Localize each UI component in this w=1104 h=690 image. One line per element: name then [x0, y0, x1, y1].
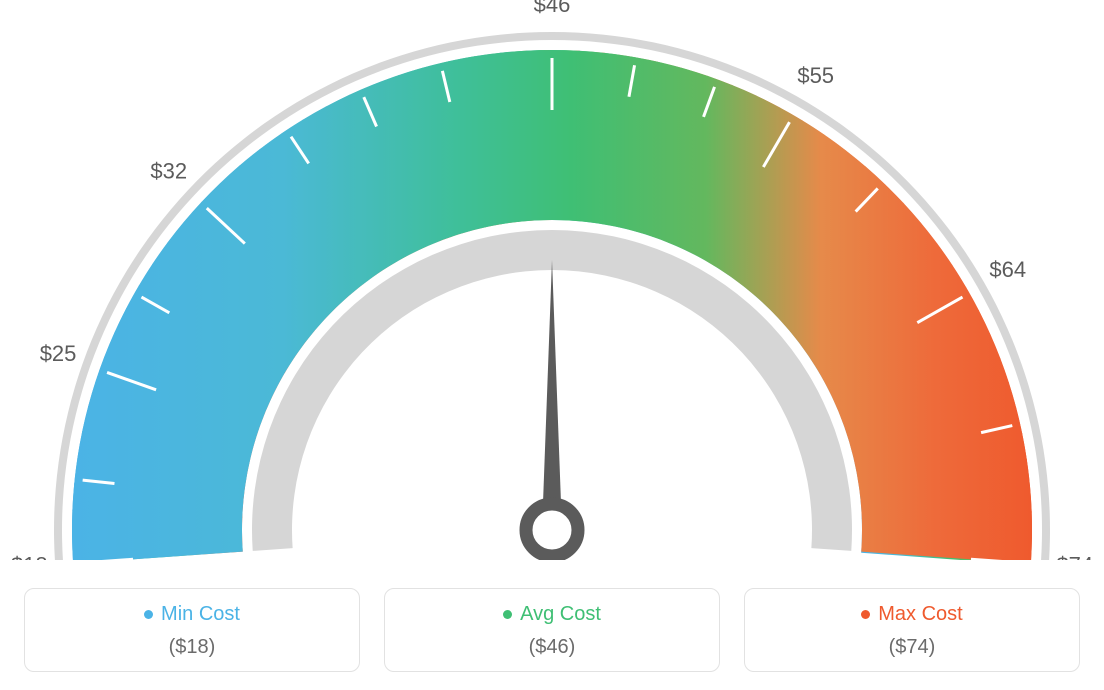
gauge-pivot [526, 504, 578, 556]
legend-title-avg: Avg Cost [503, 603, 601, 626]
legend-label: Avg Cost [520, 603, 601, 626]
legend-value: ($74) [755, 636, 1069, 659]
legend-card-max: Max Cost ($74) [744, 588, 1080, 672]
gauge-tick-label: $74 [1056, 552, 1093, 560]
legend-dot-icon [144, 610, 153, 619]
legend-row: Min Cost ($18) Avg Cost ($46) Max Cost ($74) [0, 588, 1104, 672]
legend-card-min: Min Cost ($18) [24, 588, 360, 672]
legend-label: Max Cost [878, 603, 962, 626]
legend-card-avg: Avg Cost ($46) [384, 588, 720, 672]
legend-dot-icon [503, 610, 512, 619]
legend-label: Min Cost [161, 603, 240, 626]
gauge-tick-label: $25 [40, 341, 77, 366]
gauge-tick-label: $18 [11, 552, 48, 560]
legend-value: ($46) [395, 636, 709, 659]
gauge-svg: $18 $25 $32 $46 $55 $64 $74 [0, 0, 1104, 560]
legend-value: ($18) [35, 636, 349, 659]
gauge-chart: $18 $25 $32 $46 $55 $64 $74 [0, 0, 1104, 560]
legend-title-min: Min Cost [144, 603, 240, 626]
legend-title-max: Max Cost [861, 603, 962, 626]
gauge-tick-label: $64 [989, 257, 1026, 282]
gauge-tick-label: $46 [534, 0, 571, 17]
gauge-tick-label: $32 [150, 158, 187, 183]
legend-dot-icon [861, 610, 870, 619]
gauge-tick-label: $55 [797, 63, 834, 88]
